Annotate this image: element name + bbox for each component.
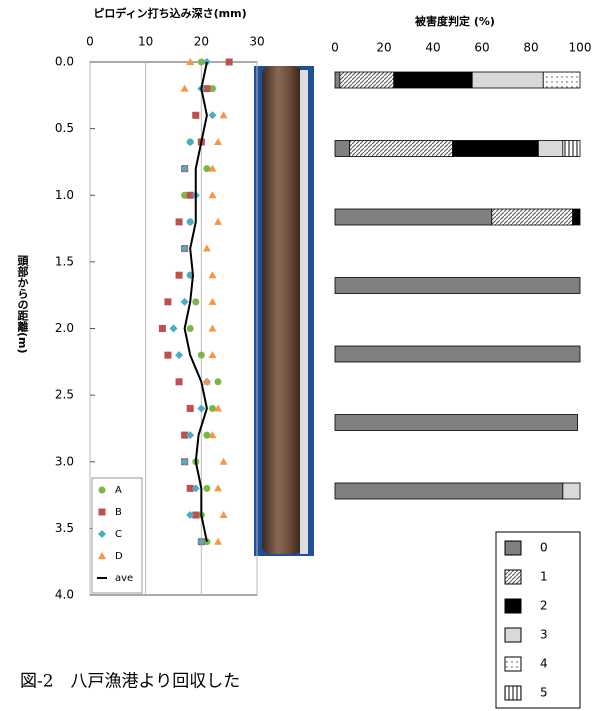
point — [208, 271, 216, 278]
point — [181, 85, 189, 92]
point — [214, 538, 222, 545]
point — [208, 191, 216, 198]
legend-label: 4 — [540, 657, 548, 671]
point — [186, 218, 194, 226]
x-tick-label: 20 — [376, 41, 391, 55]
y-tick-label: 1.5 — [55, 254, 74, 268]
legend-label: 3 — [540, 628, 548, 642]
point — [175, 351, 183, 359]
bar-segment — [492, 209, 573, 225]
bar-segment — [573, 209, 580, 225]
legend-label: C — [115, 529, 122, 540]
legend-swatch — [505, 686, 521, 700]
x-tick-label: 100 — [569, 41, 592, 55]
bar-segment — [335, 483, 563, 499]
y-tick-label: 1.0 — [55, 188, 74, 202]
bar-segment — [563, 483, 580, 499]
bar-segment — [350, 141, 453, 157]
legend-swatch — [505, 657, 521, 671]
y-tick-label: 3.0 — [55, 454, 74, 468]
bar-segment — [543, 72, 580, 88]
legend-label: 1 — [540, 570, 548, 584]
point — [208, 325, 216, 332]
legend-label: 2 — [540, 599, 548, 613]
y-tick-label: 2.0 — [55, 321, 74, 335]
point — [208, 298, 216, 305]
point — [186, 138, 194, 146]
bar-segment — [453, 141, 539, 157]
point — [220, 111, 228, 118]
point — [220, 458, 228, 465]
point — [170, 325, 178, 333]
point — [176, 378, 183, 385]
point — [176, 272, 183, 279]
point — [198, 352, 205, 359]
legend-box — [496, 532, 580, 708]
bar-segment — [335, 209, 492, 225]
point — [214, 484, 222, 491]
point — [208, 111, 216, 119]
point — [203, 245, 211, 252]
point — [192, 298, 199, 305]
legend-swatch — [505, 541, 521, 555]
point — [187, 325, 194, 332]
chart-title: 被害度判定 (%) — [415, 14, 495, 28]
photo — [254, 66, 314, 556]
legend-label: 0 — [540, 541, 548, 555]
point — [203, 485, 210, 492]
point — [192, 112, 199, 119]
bar-segment — [563, 141, 580, 157]
legend-swatch — [505, 599, 521, 613]
point — [164, 352, 171, 359]
point — [215, 378, 222, 385]
x-tick-label: 20 — [194, 35, 209, 49]
bar-segment — [340, 72, 394, 88]
bar-segment — [335, 72, 340, 88]
point — [176, 218, 183, 225]
bar-segment — [538, 141, 563, 157]
point — [164, 298, 171, 305]
figure: ピロディン打ち込み深さ(mm) 頭部からの距離(m) 被害度判定 (%) 図-2… — [0, 0, 604, 711]
point — [197, 404, 205, 412]
bar-segment — [394, 72, 472, 88]
legend-label: A — [115, 485, 122, 496]
point — [226, 59, 233, 66]
x-tick-label: 80 — [523, 41, 538, 55]
legend-swatch — [505, 570, 521, 584]
bar-segment — [335, 415, 578, 431]
x-tick-label: 0 — [86, 35, 94, 49]
x-tick-label: 10 — [138, 35, 153, 49]
y-tick-label: 0.0 — [55, 55, 74, 69]
legend-swatch — [99, 509, 106, 516]
bar-segment — [472, 72, 543, 88]
y-tick-label: 0.5 — [55, 121, 74, 135]
bar-segment — [335, 278, 580, 294]
point — [220, 511, 228, 518]
legend-label: B — [115, 507, 122, 518]
point — [181, 298, 189, 306]
bar-segment — [335, 346, 580, 362]
point — [214, 218, 222, 225]
point — [214, 138, 222, 145]
x-tick-label: 30 — [249, 35, 264, 49]
bar-segment — [335, 141, 350, 157]
legend-label: ave — [115, 573, 133, 584]
legend-label: 5 — [540, 686, 548, 700]
caption: 図-2 八戸漁港より回収した — [20, 672, 240, 692]
point — [187, 405, 194, 412]
x-tick-label: 60 — [474, 41, 489, 55]
y-tick-label: 2.5 — [55, 388, 74, 402]
x-tick-label: 40 — [425, 41, 440, 55]
y-tick-label: 4.0 — [55, 588, 74, 602]
y-tick-label: 3.5 — [55, 521, 74, 535]
legend-swatch — [505, 628, 521, 642]
chart-title: ピロディン打ち込み深さ(mm) — [93, 6, 246, 20]
legend-swatch — [99, 487, 106, 494]
y-axis-label: 頭部からの距離(m) — [16, 255, 29, 354]
point — [159, 325, 166, 332]
point — [208, 351, 216, 358]
x-tick-label: 0 — [331, 41, 339, 55]
legend-label: D — [115, 551, 123, 562]
